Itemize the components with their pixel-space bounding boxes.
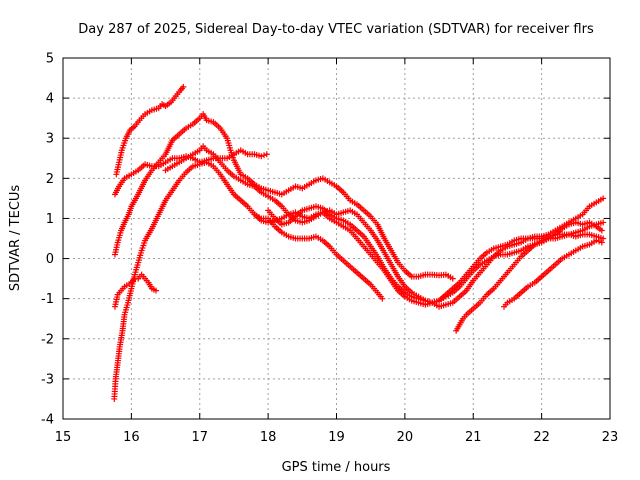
y-tick-label: 1	[46, 212, 54, 227]
x-tick-label: 17	[191, 430, 208, 445]
data-point-marker	[449, 275, 456, 282]
y-axis-label: SDTVAR / TECUs	[8, 185, 23, 292]
data-point-marker	[600, 219, 607, 226]
data-point-marker	[152, 287, 159, 294]
data-point-marker	[598, 239, 605, 246]
data-point-marker	[598, 227, 605, 234]
series-track-6	[162, 143, 607, 310]
x-tick-label: 22	[533, 430, 550, 445]
data-point-marker	[180, 83, 187, 90]
series-track-7	[251, 211, 386, 302]
plot-frame	[62, 57, 611, 420]
data-point-marker	[593, 237, 600, 244]
x-tick-label: 19	[328, 430, 345, 445]
data-point-marker	[600, 235, 607, 242]
data-markers	[111, 83, 607, 402]
series-track-8	[265, 203, 607, 306]
x-axis-label: GPS time / hours	[282, 460, 391, 475]
data-point-marker	[263, 151, 270, 158]
x-tick-label: 21	[465, 430, 482, 445]
series-track-10	[501, 237, 605, 310]
y-tick-label: 4	[46, 92, 54, 107]
y-tick-label: -3	[41, 372, 54, 387]
x-tick-label: 23	[602, 430, 619, 445]
series-track-4	[111, 159, 605, 402]
data-point-marker	[258, 153, 265, 160]
x-tick-label: 20	[397, 430, 414, 445]
x-tick-label: 18	[260, 430, 277, 445]
series-track-9	[453, 219, 607, 334]
y-tick-label: -1	[41, 292, 54, 307]
data-point-marker	[596, 238, 603, 245]
y-tick-label: 3	[46, 132, 54, 147]
data-point-marker	[600, 195, 607, 202]
y-tick-label: -4	[41, 413, 54, 428]
data-point-marker	[261, 152, 268, 159]
series-track-3	[111, 111, 456, 282]
y-tick-label: 2	[46, 172, 54, 187]
x-tick-label: 16	[123, 430, 140, 445]
chart-title: Day 287 of 2025, Sidereal Day-to-day VTE…	[78, 22, 594, 37]
y-tick-label: 5	[46, 52, 54, 67]
series-track-5	[111, 271, 159, 310]
y-tick-label: 0	[46, 252, 54, 267]
series-track-1	[113, 83, 187, 178]
data-point-marker	[379, 295, 386, 302]
x-tick-label: 15	[55, 430, 72, 445]
y-tick-label: -2	[41, 332, 54, 347]
